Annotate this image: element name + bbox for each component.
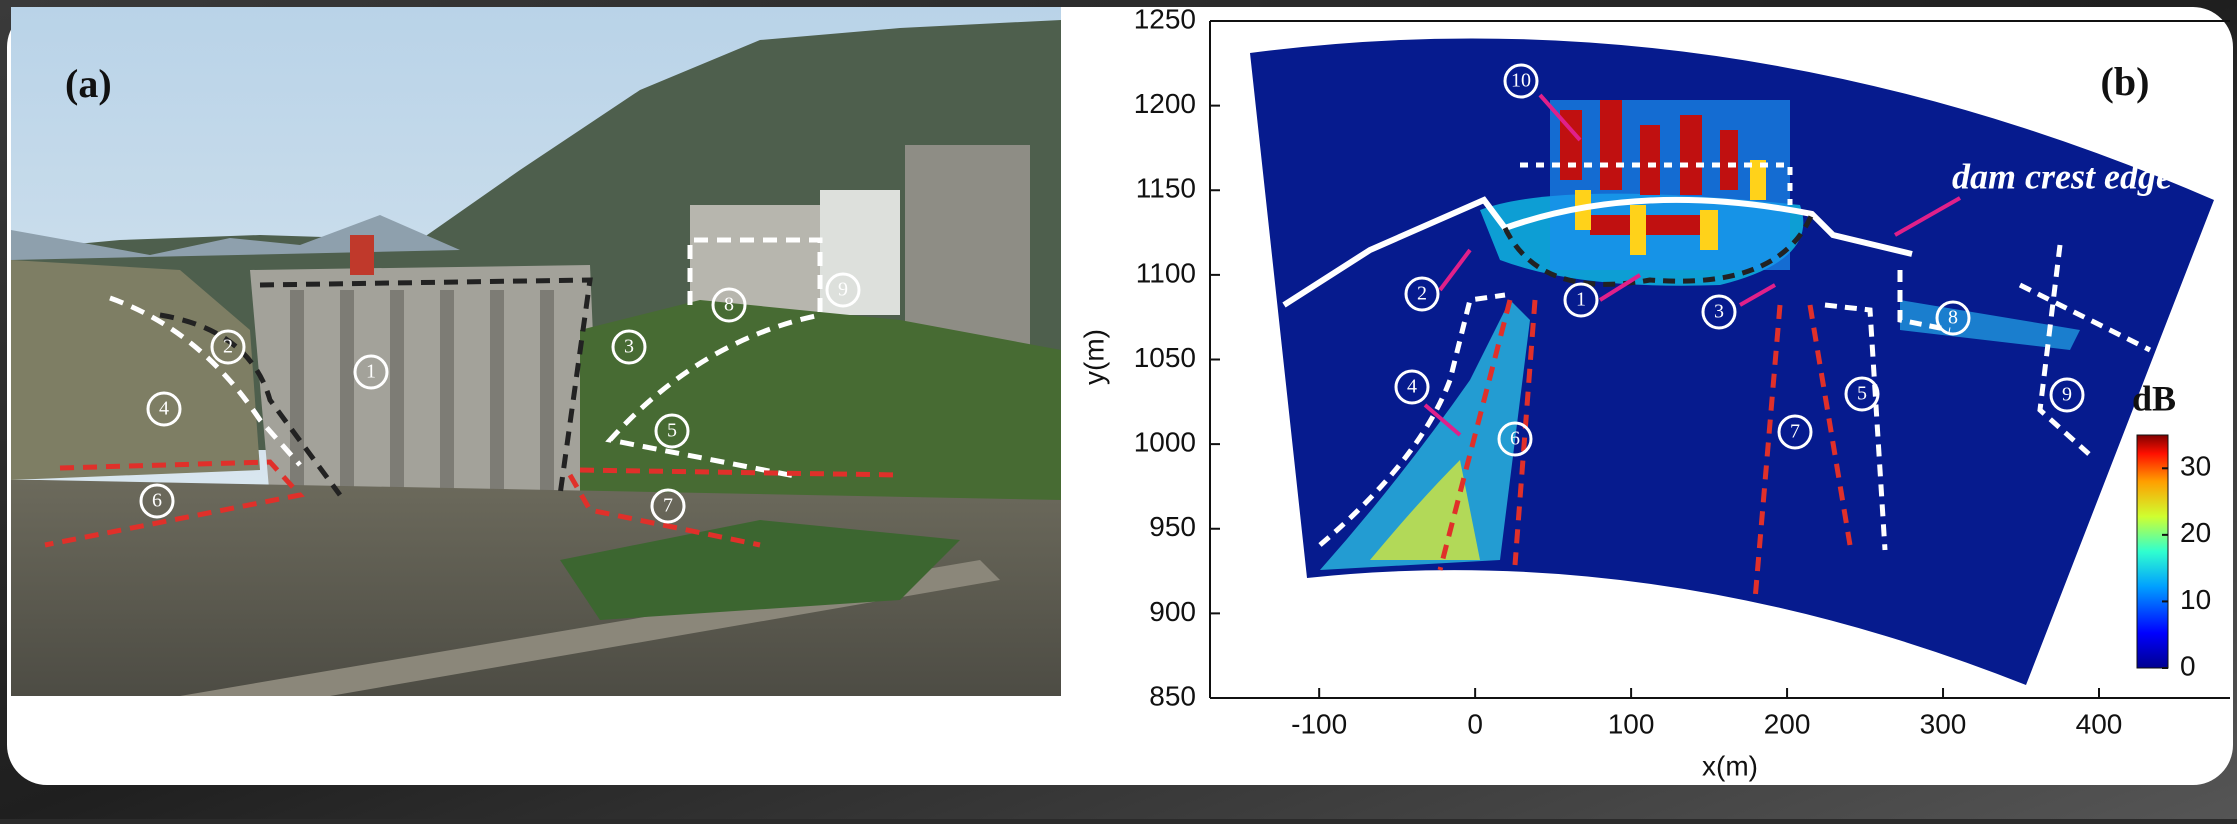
x-tick-label: 300 bbox=[1920, 708, 1967, 739]
colorbar-title: dB bbox=[2132, 378, 2176, 418]
photo bbox=[11, 7, 1061, 696]
annotation: dam crest edge bbox=[1952, 156, 2172, 196]
panel-label: (b) bbox=[2101, 59, 2150, 104]
x-tick-label: 0 bbox=[1467, 708, 1483, 739]
marker-label: 1 bbox=[366, 361, 376, 383]
figure: (a) (b) dam crest edge dB x(m) y(m) -100… bbox=[0, 0, 2237, 819]
marker-label: 4 bbox=[1407, 376, 1417, 398]
colorbar-tick-label: 0 bbox=[2180, 650, 2196, 681]
panel-label: (a) bbox=[65, 61, 112, 106]
marker-label: 3 bbox=[1714, 301, 1724, 323]
marker-label: 10 bbox=[1511, 70, 1531, 92]
y-tick-label: 1250 bbox=[1134, 3, 1196, 34]
x-tick-label: -100 bbox=[1291, 708, 1347, 739]
marker-label: 7 bbox=[1790, 421, 1800, 443]
marker-label: 9 bbox=[838, 279, 848, 301]
y-tick-label: 900 bbox=[1149, 596, 1196, 627]
marker-label: 9 bbox=[2062, 384, 2072, 406]
colorbar-tick-label: 10 bbox=[2180, 584, 2211, 615]
y-tick-label: 1050 bbox=[1134, 342, 1196, 373]
marker-label: 5 bbox=[667, 420, 677, 442]
colorbar-tick-label: 20 bbox=[2180, 517, 2211, 548]
y-tick-label: 1200 bbox=[1134, 88, 1196, 119]
y-axis-label: y(m) bbox=[1078, 329, 1109, 385]
marker-label: 1 bbox=[1576, 289, 1586, 311]
y-tick-label: 1150 bbox=[1136, 173, 1196, 204]
marker-label: 8 bbox=[1948, 307, 1958, 329]
marker-label: 2 bbox=[1417, 283, 1427, 305]
marker-label: 6 bbox=[152, 490, 162, 512]
x-axis-label: x(m) bbox=[1702, 750, 1758, 781]
marker-label: 2 bbox=[223, 336, 233, 358]
x-tick-label: 200 bbox=[1764, 708, 1811, 739]
x-tick-label: 100 bbox=[1608, 708, 1655, 739]
marker-label: 8 bbox=[724, 294, 734, 316]
y-tick-label: 1100 bbox=[1136, 257, 1196, 288]
y-tick-label: 1000 bbox=[1134, 427, 1196, 458]
marker-label: 6 bbox=[1510, 428, 1520, 450]
colorbar-tick-label: 30 bbox=[2180, 451, 2211, 482]
y-tick-label: 850 bbox=[1149, 680, 1196, 711]
x-tick-label: 400 bbox=[2076, 708, 2123, 739]
y-tick-label: 950 bbox=[1149, 511, 1196, 542]
page: (a) (b) dam crest edge dB x(m) y(m) -100… bbox=[0, 0, 2237, 819]
marker-label: 7 bbox=[663, 495, 673, 517]
marker-label: 5 bbox=[1857, 383, 1867, 405]
colorbar bbox=[2137, 435, 2168, 668]
marker-label: 4 bbox=[159, 398, 169, 420]
marker-label: 3 bbox=[624, 336, 634, 358]
